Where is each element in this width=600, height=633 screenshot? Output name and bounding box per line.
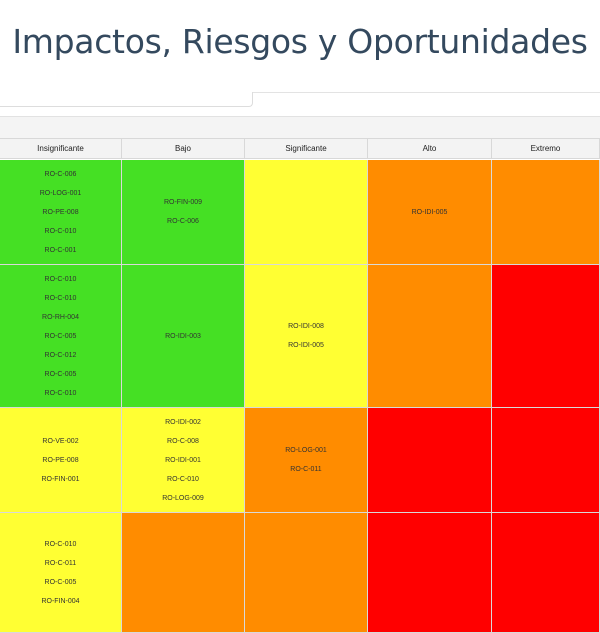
risk-item[interactable]: RO-IDI-005 bbox=[288, 342, 324, 349]
risk-item[interactable]: RO-C-010 bbox=[167, 475, 199, 483]
column-header: Extremo bbox=[492, 138, 600, 159]
matrix-cell bbox=[368, 265, 492, 408]
risk-item[interactable]: RO-C-006 bbox=[44, 170, 77, 178]
risk-item[interactable]: RO-IDI-002 bbox=[165, 418, 201, 426]
risk-item[interactable]: RO-IDI-001 bbox=[165, 456, 201, 464]
risk-item[interactable]: RO-C-005 bbox=[44, 332, 77, 340]
column-header: Bajo bbox=[122, 138, 245, 159]
matrix-cell bbox=[492, 265, 600, 408]
risk-item[interactable]: RO-RH-004 bbox=[42, 313, 79, 321]
risk-item[interactable]: RO-PE-008 bbox=[42, 456, 79, 464]
risk-item[interactable]: RO-IDI-005 bbox=[411, 208, 448, 216]
matrix-cell bbox=[368, 408, 492, 513]
matrix-cell: RO-C-010 RO-C-011 RO-C-005 RO-FIN-004 bbox=[0, 513, 122, 633]
risk-item[interactable]: RO-C-010 bbox=[44, 227, 77, 235]
risk-item[interactable]: RO-FIN-009 bbox=[163, 199, 203, 206]
matrix-cell: RO-LOG-001 RO-C-011 bbox=[245, 408, 368, 513]
risk-item[interactable]: RO-IDI-008 bbox=[288, 323, 324, 330]
risk-item[interactable]: RO-C-010 bbox=[44, 540, 77, 548]
matrix-cell: RO-C-010 RO-C-010 RO-RH-004 RO-C-005 RO-C-01… bbox=[0, 265, 122, 408]
matrix-cell bbox=[492, 408, 600, 513]
risk-item[interactable]: RO-IDI-003 bbox=[165, 332, 201, 340]
risk-item[interactable]: RO-C-012 bbox=[44, 351, 77, 359]
column-header: Significante bbox=[245, 138, 368, 159]
matrix-cell bbox=[492, 513, 600, 633]
risk-item[interactable]: RO-C-006 bbox=[167, 218, 199, 225]
risk-item[interactable]: RO-C-005 bbox=[44, 578, 77, 586]
matrix-cell: RO-C-006 RO-LOG-001 RO-PE-008 RO-C-010 RO-C-… bbox=[0, 160, 122, 265]
risk-item[interactable]: RO-LOG-009 bbox=[162, 494, 204, 502]
search-input[interactable] bbox=[0, 92, 253, 107]
risk-item[interactable]: RO-PE-008 bbox=[42, 208, 79, 216]
matrix-cell bbox=[245, 513, 368, 633]
risk-item[interactable]: RO-C-010 bbox=[44, 294, 77, 302]
risk-matrix: Insignificante Bajo Significante Alto Extrem… bbox=[0, 138, 600, 633]
risk-item[interactable]: RO-C-011 bbox=[290, 466, 322, 473]
matrix-cell bbox=[122, 513, 245, 633]
matrix-cell: RO-IDI-003 bbox=[122, 265, 245, 408]
risk-item[interactable]: RO-C-008 bbox=[167, 437, 199, 445]
risk-item[interactable]: RO-FIN-001 bbox=[41, 475, 80, 483]
matrix-cell: RO-VE-002 RO-PE-008 RO-FIN-001 bbox=[0, 408, 122, 513]
toolbar-band bbox=[0, 116, 600, 139]
matrix-cell: RO-IDI-002 RO-C-008 RO-IDI-001 RO-C-010 RO-L… bbox=[122, 408, 245, 513]
column-header: Insignificante bbox=[0, 138, 122, 159]
risk-item[interactable]: RO-C-001 bbox=[44, 246, 77, 254]
risk-item[interactable]: RO-FIN-004 bbox=[41, 597, 80, 605]
matrix-cell bbox=[245, 160, 368, 265]
risk-item[interactable]: RO-C-010 bbox=[44, 275, 77, 283]
page: {"header": {"title": "Impactos, Riesgos … bbox=[0, 22, 600, 633]
risk-item[interactable]: RO-C-005 bbox=[44, 370, 77, 378]
risk-item[interactable]: RO-C-010 bbox=[44, 389, 77, 397]
risk-item[interactable]: RO-C-011 bbox=[44, 559, 77, 567]
matrix-cell: RO-FIN-009 RO-C-006 bbox=[122, 160, 245, 265]
risk-item[interactable]: RO-LOG-001 bbox=[39, 189, 82, 197]
divider bbox=[0, 92, 600, 93]
column-header: Alto bbox=[368, 138, 492, 159]
risk-item[interactable]: RO-VE-002 bbox=[42, 437, 79, 445]
matrix-cell bbox=[368, 513, 492, 633]
matrix-cell: RO-IDI-005 bbox=[368, 160, 492, 265]
risk-item[interactable]: RO-LOG-001 bbox=[285, 447, 327, 454]
matrix-cell bbox=[492, 160, 600, 265]
page-title: Impactos, Riesgos y Oportunidades bbox=[12, 22, 588, 61]
matrix-cell: RO-IDI-008 RO-IDI-005 bbox=[245, 265, 368, 408]
